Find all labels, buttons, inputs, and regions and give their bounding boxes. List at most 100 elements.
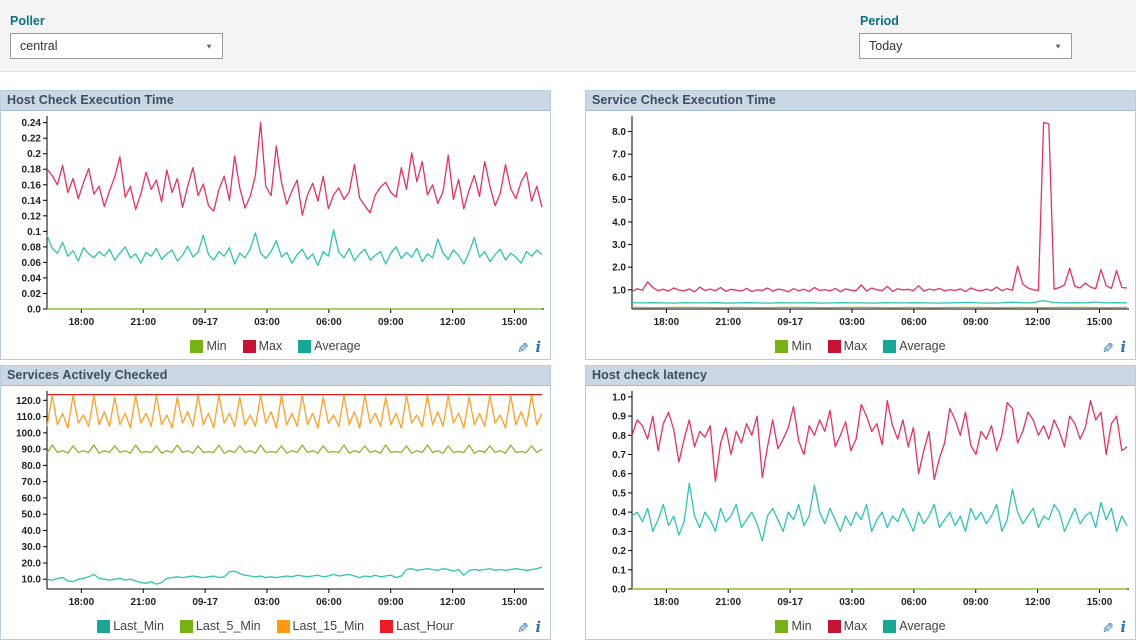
info-icon[interactable]: i <box>535 619 541 636</box>
filter-bar: Poller central ▼ Period Today ▼ <box>0 0 1136 72</box>
y-tick-label: 0.5 <box>612 488 626 499</box>
legend-swatch <box>883 339 897 353</box>
y-tick-label: 0.8 <box>612 431 626 442</box>
y-tick-label: 120.0 <box>16 396 41 407</box>
legend-item-min[interactable]: Min <box>775 339 812 353</box>
legend-row: Min Max Average ✎ i <box>1 333 550 359</box>
legend-item-max[interactable]: Max <box>242 339 282 353</box>
panel-icons: ✎ i <box>1101 619 1126 636</box>
x-tick-label: 06:00 <box>316 317 342 328</box>
legend-row: Min Max Average ✎ i <box>586 613 1135 639</box>
y-tick-label: 0.16 <box>22 180 42 191</box>
panel-title: Host check latency <box>586 366 1135 386</box>
x-tick-label: 03:00 <box>254 597 280 608</box>
y-tick-label: 80.0 <box>22 461 42 472</box>
legend-swatch <box>380 619 394 633</box>
info-icon[interactable]: i <box>535 339 541 356</box>
poller-select[interactable]: central ▼ <box>10 33 223 59</box>
info-icon[interactable]: i <box>1120 339 1126 356</box>
x-tick-label: 09-17 <box>777 317 803 328</box>
y-tick-label: 0.9 <box>612 412 626 423</box>
period-select[interactable]: Today ▼ <box>859 33 1072 59</box>
panel-icons: ✎ i <box>516 339 541 356</box>
edit-pencil-icon[interactable]: ✎ <box>1101 340 1114 356</box>
legend-item-max[interactable]: Max <box>827 339 868 353</box>
y-tick-label: 0.08 <box>22 242 42 253</box>
x-tick-label: 09:00 <box>378 597 404 608</box>
legend-item-max[interactable]: Max <box>827 619 867 633</box>
legend-item-last_5_min[interactable]: Last_5_Min <box>179 619 261 633</box>
legend-item-last_hour[interactable]: Last_Hour <box>380 619 454 633</box>
legend-item-min[interactable]: Min <box>775 619 812 633</box>
y-tick-label: 110.0 <box>17 412 42 423</box>
y-tick-label: 0.06 <box>22 258 42 269</box>
series-line-max <box>631 400 1128 483</box>
panel-title: Service Check Execution Time <box>586 91 1135 111</box>
series-line-max <box>631 121 1128 293</box>
legend-swatch <box>827 619 841 633</box>
legend-row: Min Max Average ✎ i <box>586 333 1135 359</box>
y-tick-label: 5.0 <box>612 195 626 206</box>
panel-services-actively-checked: Services Actively Checked 10.0 20.0 30.0 40… <box>0 365 551 640</box>
poller-selected-value: central <box>20 39 58 53</box>
x-tick-label: 06:00 <box>316 597 342 608</box>
legend-swatch <box>827 339 841 353</box>
legend-swatch <box>298 339 312 353</box>
legend-item-last_min[interactable]: Last_Min <box>97 619 164 633</box>
x-tick-label: 15:00 <box>502 597 528 608</box>
legend-label: Average <box>314 339 361 353</box>
legend-swatch <box>179 619 193 633</box>
series-line-last_min <box>46 566 543 585</box>
y-tick-label: 0.0 <box>27 305 41 316</box>
legend-item-average[interactable]: Average <box>883 339 946 353</box>
legend-label: Max <box>843 339 868 353</box>
legend-swatch <box>97 619 111 633</box>
edit-pencil-icon[interactable]: ✎ <box>516 620 529 636</box>
x-tick-label: 03:00 <box>839 317 865 328</box>
legend-item-average[interactable]: Average <box>883 619 946 633</box>
edit-pencil-icon[interactable]: ✎ <box>1101 620 1114 636</box>
legend-label: Min <box>206 339 227 353</box>
y-tick-label: 0.0 <box>612 585 626 596</box>
y-tick-label: 0.02 <box>22 289 42 300</box>
x-tick-label: 21:00 <box>715 597 741 608</box>
series-line-max <box>46 122 543 216</box>
y-tick-label: 0.2 <box>27 149 41 160</box>
y-tick-label: 2.0 <box>612 263 626 274</box>
panel-title: Services Actively Checked <box>1 366 550 386</box>
legend-item-average[interactable]: Average <box>298 339 361 353</box>
info-icon[interactable]: i <box>1120 619 1126 636</box>
legend-label: Last_15_Min <box>292 619 365 633</box>
series-line-last_5_min <box>46 444 543 454</box>
legend-items: Min Max Average <box>190 339 361 353</box>
legend-row: Last_Min Last_5_Min Last_15_Min Last_Hour ✎… <box>1 613 550 639</box>
legend-swatch <box>190 339 204 353</box>
legend-items: Min Max Average <box>775 619 946 633</box>
legend-item-min[interactable]: Min <box>190 339 227 353</box>
panel-service-check-execution-time: Service Check Execution Time 1.0 2.0 3.0 4.… <box>585 90 1136 360</box>
y-tick-label: 30.0 <box>22 542 42 553</box>
y-tick-label: 0.1 <box>612 565 626 576</box>
legend-items: Min Max Average <box>775 339 946 353</box>
x-tick-label: 21:00 <box>715 317 741 328</box>
series-line-average <box>631 299 1128 304</box>
panel-host-check-execution-time: Host Check Execution Time 0.0 0.02 0.04 0.0… <box>0 90 551 360</box>
legend-swatch <box>883 619 897 633</box>
y-tick-label: 1.0 <box>612 392 626 403</box>
x-tick-label: 03:00 <box>254 317 280 328</box>
x-tick-label: 12:00 <box>440 597 466 608</box>
x-tick-label: 12:00 <box>440 317 466 328</box>
legend-items: Last_Min Last_5_Min Last_15_Min Last_Hour <box>97 619 454 633</box>
legend-item-last_15_min[interactable]: Last_15_Min <box>276 619 365 633</box>
period-label: Period <box>860 14 899 28</box>
panel-host-check-latency: Host check latency 0.0 0.1 0.2 0.3 0.4 0.5 0.6… <box>585 365 1136 640</box>
x-tick-label: 18:00 <box>69 317 95 328</box>
chevron-down-icon: ▼ <box>205 42 213 50</box>
y-tick-label: 0.3 <box>612 527 626 538</box>
y-tick-label: 0.6 <box>612 469 626 480</box>
y-tick-label: 40.0 <box>22 526 42 537</box>
x-tick-label: 09-17 <box>777 597 803 608</box>
x-tick-label: 06:00 <box>901 317 927 328</box>
edit-pencil-icon[interactable]: ✎ <box>516 340 529 356</box>
x-tick-label: 21:00 <box>130 317 156 328</box>
